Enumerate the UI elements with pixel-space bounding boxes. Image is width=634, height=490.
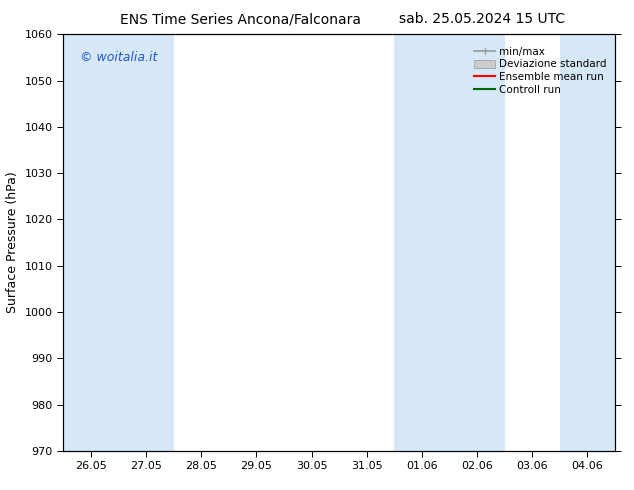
Legend: min/max, Deviazione standard, Ensemble mean run, Controll run: min/max, Deviazione standard, Ensemble m… bbox=[471, 44, 610, 98]
Bar bbox=[450, 34, 505, 451]
Text: © woitalia.it: © woitalia.it bbox=[80, 51, 157, 64]
Bar bbox=[560, 34, 615, 451]
Y-axis label: Surface Pressure (hPa): Surface Pressure (hPa) bbox=[6, 172, 19, 314]
Text: sab. 25.05.2024 15 UTC: sab. 25.05.2024 15 UTC bbox=[399, 12, 565, 26]
Bar bbox=[119, 34, 174, 451]
Bar bbox=[394, 34, 450, 451]
Text: ENS Time Series Ancona/Falconara: ENS Time Series Ancona/Falconara bbox=[120, 12, 361, 26]
Bar bbox=[63, 34, 119, 451]
